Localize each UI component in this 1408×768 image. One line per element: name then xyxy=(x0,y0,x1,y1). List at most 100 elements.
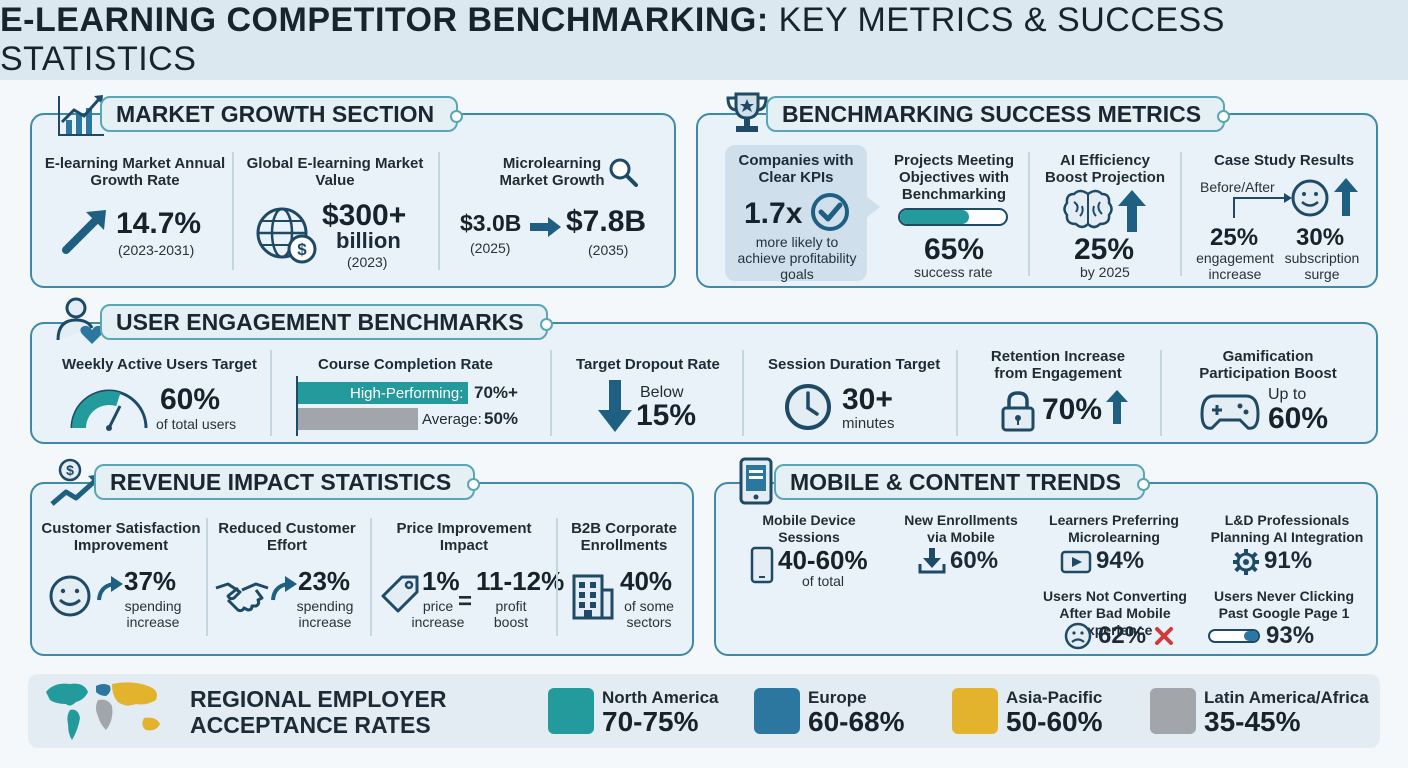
curved-arrow-icon xyxy=(96,574,124,602)
page-one-cell: Users Never Clicking Past Google Page 1 xyxy=(1206,588,1362,622)
benchmarking-header: BENCHMARKING SUCCESS METRICS xyxy=(766,96,1231,132)
microlearning-pref-value: 94% xyxy=(1096,547,1145,574)
engagement-header: USER ENGAGEMENT BENCHMARKS xyxy=(100,304,553,340)
kpi-desc: more likely to achieve profitability goa… xyxy=(737,234,857,282)
not-converting-label: Users Not Converting After Bad Mobile Ex… xyxy=(1043,588,1187,638)
completion-high-bar xyxy=(298,382,468,404)
divider xyxy=(742,350,744,436)
new-enrollments-value: 60% xyxy=(950,547,999,574)
not-converting-cell: Users Not Converting After Bad Mobile Ex… xyxy=(1026,588,1204,639)
up-arrow-icon xyxy=(1106,390,1128,424)
lock-icon xyxy=(1000,390,1036,432)
legend-name-latam-africa: Latin America/Africa xyxy=(1204,688,1369,707)
divider xyxy=(550,350,552,436)
microlearning-pref-cell: Learners Preferring Microlearning xyxy=(1044,512,1184,546)
divider xyxy=(232,152,234,270)
up-arrow-icon xyxy=(60,208,110,256)
gamification-prefix: Up to xyxy=(1268,386,1307,403)
magnifier-icon xyxy=(608,157,638,187)
legend-swatch-asia-pacific xyxy=(952,688,998,734)
completion-avg-label: Average: xyxy=(422,411,482,428)
price-label: Price Improvement Impact xyxy=(396,520,532,554)
market-value-cell: Global E-learning Market Value xyxy=(240,155,430,189)
dropout-prefix: Below xyxy=(640,384,684,401)
micro-to-value: $7.8B xyxy=(566,205,647,238)
market-value-year: (2023) xyxy=(347,254,388,270)
b2b-desc: of some sectors xyxy=(624,598,674,630)
microlearning-pref-label: Learners Preferring Microlearning xyxy=(1049,512,1179,545)
projects-progress-fill xyxy=(900,210,969,224)
title-light: KEY METRICS & SUCCESS STATISTICS xyxy=(0,1,1225,78)
market-growth-header: MARKET GROWTH SECTION xyxy=(100,96,464,132)
retention-label: Retention Increase from Engagement xyxy=(990,348,1126,382)
micro-from-value: $3.0B xyxy=(460,210,522,236)
gamification-label: Gamification Participation Boost xyxy=(1199,348,1337,382)
ai-integration-label: L&D Professionals Planning AI Integratio… xyxy=(1210,512,1364,545)
page-one-value: 93% xyxy=(1266,622,1315,649)
chart-growth-icon xyxy=(56,92,106,138)
trophy-icon xyxy=(724,90,770,136)
mobile-sessions-value: 40-60% xyxy=(778,545,868,575)
benchmarking-header-text: BENCHMARKING SUCCESS METRICS xyxy=(782,100,1202,127)
b2b-cell: B2B Corporate Enrollments xyxy=(562,520,686,554)
wau-gauge xyxy=(64,378,154,434)
projects-desc: success rate xyxy=(914,264,993,280)
search-bar-icon xyxy=(1208,628,1260,644)
wau-value: 60% xyxy=(160,383,221,416)
regional-title-text: REGIONAL EMPLOYER ACCEPTANCE RATES xyxy=(190,686,447,738)
title-bold: E-LEARNING COMPETITOR BENCHMARKING: xyxy=(0,1,769,39)
price-cell: Price Improvement Impact xyxy=(384,520,544,554)
price-tag-icon xyxy=(380,574,420,614)
market-value-amount: $300+ xyxy=(322,199,407,232)
not-converting-value: 62% xyxy=(1098,622,1147,649)
sad-face-icon xyxy=(1064,622,1092,650)
download-icon xyxy=(918,548,946,574)
session-value: 30+ xyxy=(842,383,893,416)
retention-cell: Retention Increase from Engagement xyxy=(980,348,1136,382)
tablet-icon xyxy=(738,456,774,506)
microlearning-label: Microlearning Market Growth xyxy=(499,155,605,189)
phone-icon xyxy=(750,546,774,584)
b2b-label: B2B Corporate Enrollments xyxy=(571,520,677,554)
svg-text:$: $ xyxy=(297,240,307,259)
legend-swatch-europe xyxy=(754,688,800,734)
price-desc-2: profit boost xyxy=(493,598,529,630)
world-map-icon xyxy=(40,678,174,744)
case-value-1: 25% xyxy=(1210,224,1259,251)
completion-axis xyxy=(296,376,298,436)
satisfaction-cell: Customer Satisfaction Improvement xyxy=(40,520,202,554)
session-unit: minutes xyxy=(842,415,895,432)
up-arrow-icon xyxy=(1118,190,1146,232)
divider xyxy=(1160,350,1162,436)
happy-user-icon xyxy=(1290,178,1330,218)
gamification-cell: Gamification Participation Boost xyxy=(1186,348,1350,382)
growth-rate-label: E-learning Market Annual Growth Rate xyxy=(44,155,226,189)
market-value-label: Global E-learning Market Value xyxy=(246,155,424,189)
case-before-after: Before/After xyxy=(1200,179,1275,195)
case-desc-1: engagement increase xyxy=(1196,250,1274,282)
gamification-value: 60% xyxy=(1268,402,1329,435)
microlearning-cell: Microlearning Market Growth xyxy=(484,155,620,189)
handshake-icon xyxy=(214,576,270,616)
gamepad-icon xyxy=(1200,392,1260,432)
growth-rate-period: (2023-2031) xyxy=(118,242,195,258)
legend-swatch-latam-africa xyxy=(1150,688,1196,734)
divider xyxy=(556,518,558,636)
completion-high-label: High-Performing: xyxy=(350,385,464,402)
up-arrow-icon xyxy=(1334,178,1358,216)
satisfaction-label: Customer Satisfaction Improvement xyxy=(41,520,201,554)
effort-cell: Reduced Customer Effort xyxy=(214,520,360,554)
check-circle-icon xyxy=(810,192,850,232)
case-study-label: Case Study Results xyxy=(1214,152,1355,169)
market-value-unit: billion xyxy=(336,228,401,253)
kpi-highlight-box xyxy=(725,145,867,281)
satisfaction-desc: spending increase xyxy=(124,598,182,630)
completion-avg-bar xyxy=(298,408,418,430)
mobile-sessions-cell: Mobile Device Sessions xyxy=(748,512,870,546)
price-value-1: 1% xyxy=(422,566,460,596)
market-growth-panel xyxy=(30,113,676,288)
title-bar: E-LEARNING COMPETITOR BENCHMARKING: KEY … xyxy=(0,0,1408,80)
price-value-2: 11-12% xyxy=(476,566,565,596)
dropout-value: 15% xyxy=(636,399,697,432)
b2b-value: 40% xyxy=(620,566,673,596)
